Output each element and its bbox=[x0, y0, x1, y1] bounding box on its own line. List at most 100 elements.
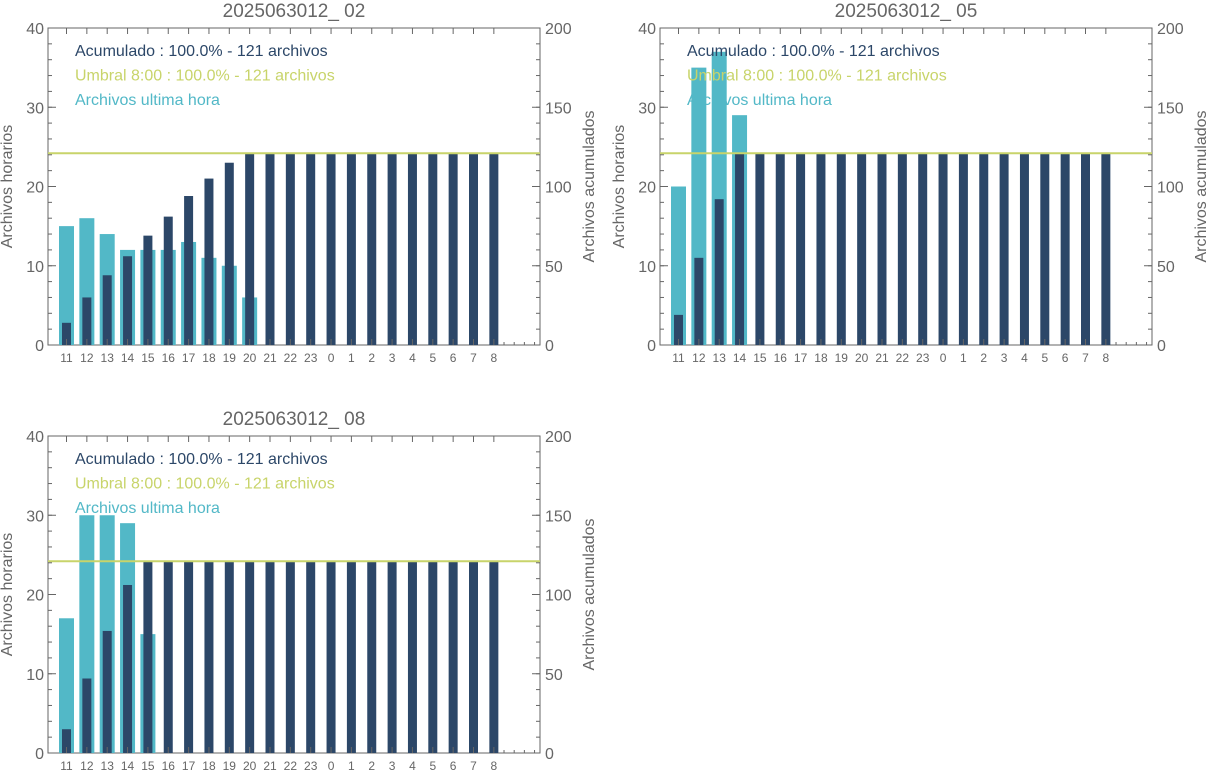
bar-cumulative-1 bbox=[958, 153, 968, 345]
bar-cumulative-16 bbox=[163, 216, 173, 345]
y2-tick-label: 0 bbox=[545, 338, 554, 355]
bar-cumulative-21 bbox=[877, 153, 887, 345]
x-tick-label: 3 bbox=[389, 759, 396, 771]
bar-cumulative-5 bbox=[428, 153, 438, 345]
x-tick-label: 8 bbox=[491, 351, 498, 365]
bar-cumulative-6 bbox=[448, 561, 458, 753]
bar-cumulative-18 bbox=[204, 178, 214, 345]
bar-cumulative-19 bbox=[836, 153, 846, 345]
chart-title: 2025063012_ 08 bbox=[223, 409, 366, 430]
bar-cumulative-4 bbox=[407, 561, 417, 753]
x-tick-label: 13 bbox=[713, 351, 727, 365]
x-tick-label: 20 bbox=[243, 759, 257, 771]
y2-tick-label: 200 bbox=[545, 21, 572, 38]
y2-tick-label: 200 bbox=[1157, 21, 1184, 38]
y-tick-label: 10 bbox=[26, 667, 44, 684]
y2-axis-label: Archivos acumulados bbox=[581, 518, 598, 670]
bar-cumulative-20 bbox=[245, 153, 255, 345]
y-tick-label: 30 bbox=[638, 100, 656, 117]
bar-cumulative-15 bbox=[143, 561, 153, 753]
x-tick-label: 13 bbox=[101, 351, 115, 365]
x-tick-label: 21 bbox=[263, 759, 277, 771]
y-tick-label: 20 bbox=[638, 180, 656, 197]
y-tick-label: 0 bbox=[35, 338, 44, 355]
bar-cumulative-22 bbox=[285, 561, 295, 753]
x-tick-label: 12 bbox=[80, 351, 94, 365]
x-tick-label: 22 bbox=[896, 351, 910, 365]
bar-cumulative-18 bbox=[816, 153, 826, 345]
y-axis-label: Archivos horarios bbox=[611, 125, 628, 249]
x-tick-label: 21 bbox=[875, 351, 889, 365]
x-tick-label: 8 bbox=[1103, 351, 1110, 365]
bar-cumulative-15 bbox=[755, 153, 765, 345]
bar-cumulative-23 bbox=[306, 153, 316, 345]
bar-cumulative-23 bbox=[918, 153, 928, 345]
y2-tick-label: 100 bbox=[545, 180, 572, 197]
legend-entry: Archivos ultima hora bbox=[75, 92, 220, 109]
x-tick-label: 16 bbox=[162, 351, 176, 365]
bar-cumulative-12 bbox=[82, 297, 92, 345]
x-tick-label: 17 bbox=[794, 351, 808, 365]
bar-cumulative-23 bbox=[306, 561, 316, 753]
x-tick-label: 1 bbox=[348, 759, 355, 771]
x-tick-label: 7 bbox=[470, 759, 477, 771]
x-tick-label: 0 bbox=[328, 759, 335, 771]
legend-entry: Acumulado : 100.0% - 121 archivos bbox=[687, 43, 940, 60]
bar-cumulative-1 bbox=[346, 153, 356, 345]
x-tick-label: 15 bbox=[141, 351, 155, 365]
y2-tick-label: 200 bbox=[545, 429, 572, 446]
x-tick-label: 20 bbox=[243, 351, 257, 365]
bar-cumulative-13 bbox=[102, 275, 112, 345]
y2-tick-label: 0 bbox=[545, 746, 554, 763]
y-tick-label: 30 bbox=[26, 100, 44, 117]
y-tick-label: 20 bbox=[26, 180, 44, 197]
x-tick-label: 4 bbox=[409, 759, 416, 771]
y-tick-label: 0 bbox=[35, 746, 44, 763]
bar-cumulative-7 bbox=[469, 153, 478, 345]
y2-tick-label: 150 bbox=[1157, 100, 1184, 117]
x-tick-label: 3 bbox=[1001, 351, 1008, 365]
bar-cumulative-13 bbox=[102, 630, 112, 753]
bar-cumulative-14 bbox=[123, 256, 133, 345]
x-tick-label: 23 bbox=[304, 759, 318, 771]
x-tick-label: 6 bbox=[1062, 351, 1069, 365]
x-tick-label: 0 bbox=[328, 351, 335, 365]
bar-cumulative-3 bbox=[387, 153, 397, 345]
y2-axis-label: Archivos acumulados bbox=[1193, 110, 1206, 262]
legend-entry: Umbral 8:00 : 100.0% - 121 archivos bbox=[687, 68, 947, 85]
x-tick-label: 18 bbox=[202, 759, 216, 771]
x-tick-label: 12 bbox=[692, 351, 706, 365]
legend-entry: Umbral 8:00 : 100.0% - 121 archivos bbox=[75, 476, 335, 493]
bar-cumulative-14 bbox=[735, 153, 745, 345]
x-tick-label: 17 bbox=[182, 759, 196, 771]
y2-tick-label: 50 bbox=[545, 667, 563, 684]
legend-entry: Archivos ultima hora bbox=[75, 500, 220, 517]
y-tick-label: 10 bbox=[638, 259, 656, 276]
x-tick-label: 17 bbox=[182, 351, 196, 365]
x-tick-label: 19 bbox=[223, 351, 237, 365]
bar-cumulative-19 bbox=[224, 162, 234, 345]
x-tick-label: 15 bbox=[753, 351, 767, 365]
chart-title: 2025063012_ 02 bbox=[223, 1, 366, 22]
bar-cumulative-20 bbox=[857, 153, 867, 345]
bar-cumulative-17 bbox=[184, 196, 194, 345]
x-tick-label: 5 bbox=[429, 759, 436, 771]
x-tick-label: 18 bbox=[814, 351, 828, 365]
x-tick-label: 21 bbox=[263, 351, 277, 365]
x-tick-label: 19 bbox=[835, 351, 849, 365]
bar-cumulative-19 bbox=[224, 561, 234, 753]
x-tick-label: 5 bbox=[429, 351, 436, 365]
bar-cumulative-11 bbox=[674, 314, 683, 345]
x-tick-label: 22 bbox=[284, 759, 298, 771]
bar-cumulative-5 bbox=[428, 561, 438, 753]
x-tick-label: 19 bbox=[223, 759, 237, 771]
bar-cumulative-0 bbox=[326, 561, 336, 753]
x-tick-label: 15 bbox=[141, 759, 155, 771]
bar-cumulative-1 bbox=[346, 561, 356, 753]
bar-cumulative-5 bbox=[1040, 153, 1050, 345]
bar-hourly-11 bbox=[59, 618, 74, 753]
x-tick-label: 4 bbox=[1021, 351, 1028, 365]
y2-tick-label: 50 bbox=[545, 259, 563, 276]
bar-cumulative-14 bbox=[123, 584, 133, 753]
x-tick-label: 6 bbox=[450, 759, 457, 771]
